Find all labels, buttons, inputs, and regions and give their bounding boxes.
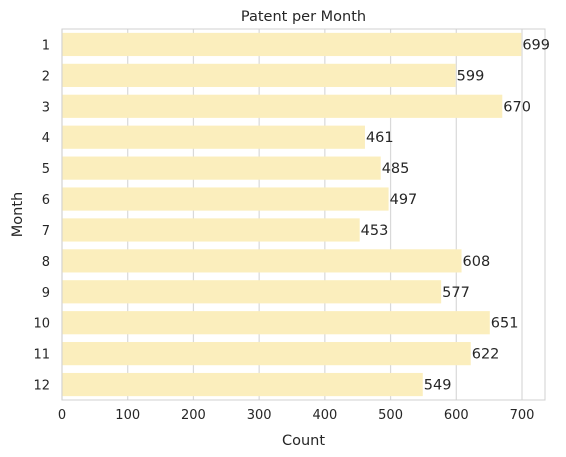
y-tick-label: 10 — [33, 317, 50, 332]
x-tick-label: 100 — [115, 408, 140, 423]
y-tick-label: 6 — [42, 193, 50, 208]
bar — [62, 311, 490, 334]
bar — [62, 342, 471, 365]
data-label: 651 — [491, 316, 519, 332]
data-label: 497 — [390, 192, 418, 208]
y-tick-labels: 123456789101112 — [33, 38, 50, 393]
bar — [62, 373, 423, 396]
data-label: 599 — [457, 68, 485, 84]
data-label: 670 — [503, 99, 531, 115]
data-label: 461 — [366, 130, 394, 146]
y-tick-label: 12 — [33, 379, 50, 394]
y-tick-label: 8 — [42, 255, 50, 270]
x-tick-labels: 0 100 200 300 400 500 600 700 — [58, 408, 535, 423]
x-tick-label: 700 — [510, 408, 535, 423]
x-tick-label: 600 — [444, 408, 469, 423]
bar — [62, 157, 381, 180]
y-tick-label: 2 — [42, 69, 50, 84]
y-tick-label: 3 — [42, 100, 50, 115]
bar — [62, 33, 521, 56]
data-label: 549 — [424, 378, 452, 394]
bar — [62, 218, 360, 241]
bar — [62, 187, 389, 210]
x-tick-label: 500 — [378, 408, 403, 423]
bar — [62, 280, 441, 303]
bar — [62, 64, 456, 87]
data-label: 577 — [442, 285, 470, 301]
bar — [62, 95, 502, 118]
y-tick-label: 11 — [33, 348, 50, 363]
bar — [62, 126, 365, 149]
data-label: 699 — [522, 37, 550, 53]
y-tick-label: 7 — [42, 224, 50, 239]
x-tick-label: 300 — [247, 408, 272, 423]
y-tick-label: 5 — [42, 162, 50, 177]
y-axis-title: Month — [10, 192, 26, 237]
x-tick-label: 200 — [181, 408, 206, 423]
data-label: 622 — [472, 347, 500, 363]
y-tick-label: 4 — [42, 131, 50, 146]
chart-title: Patent per Month — [241, 9, 366, 25]
bar — [62, 249, 462, 272]
x-tick-label: 0 — [58, 408, 66, 423]
data-label: 608 — [463, 254, 491, 270]
x-axis-title: Count — [282, 433, 325, 449]
y-tick-label: 9 — [42, 286, 50, 301]
data-label: 485 — [382, 161, 410, 177]
y-tick-label: 1 — [42, 38, 50, 53]
data-label: 453 — [361, 223, 389, 239]
x-tick-label: 400 — [312, 408, 337, 423]
bars — [62, 33, 521, 396]
